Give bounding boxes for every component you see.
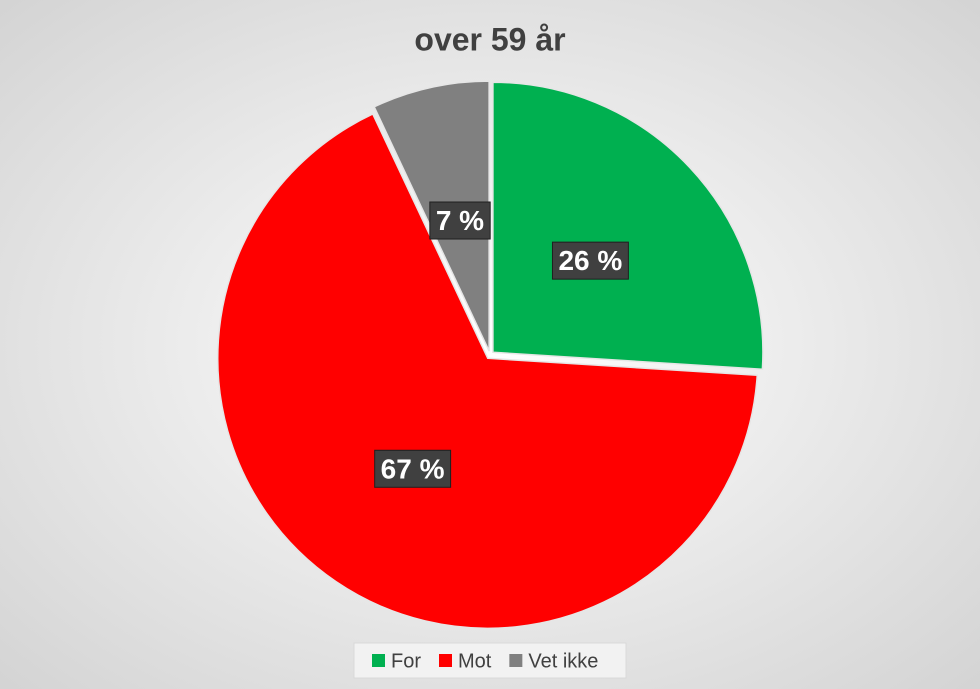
data-label-text: 67 % xyxy=(381,453,445,484)
data-label-box xyxy=(551,241,629,280)
legend-swatch xyxy=(372,654,385,667)
data-label: 7 % xyxy=(429,201,491,240)
legend-label: For xyxy=(391,650,421,672)
legend: For Mot Vet ikke xyxy=(372,650,598,672)
legend-box xyxy=(353,642,627,679)
data-label-box xyxy=(374,449,452,488)
pie-slice xyxy=(217,113,759,630)
legend-swatch xyxy=(439,654,452,667)
chart-title: over 59 år xyxy=(414,21,565,57)
legend-label: Mot xyxy=(458,650,492,672)
legend-swatch xyxy=(509,654,523,667)
data-label-text: 7 % xyxy=(436,205,484,236)
data-label-box xyxy=(429,201,491,240)
data-label: 26 % xyxy=(551,241,629,280)
legend-label: Vet ikke xyxy=(528,650,598,672)
data-label: 67 % xyxy=(374,449,452,488)
data-label-text: 26 % xyxy=(558,245,622,276)
pie-slice xyxy=(492,81,764,371)
